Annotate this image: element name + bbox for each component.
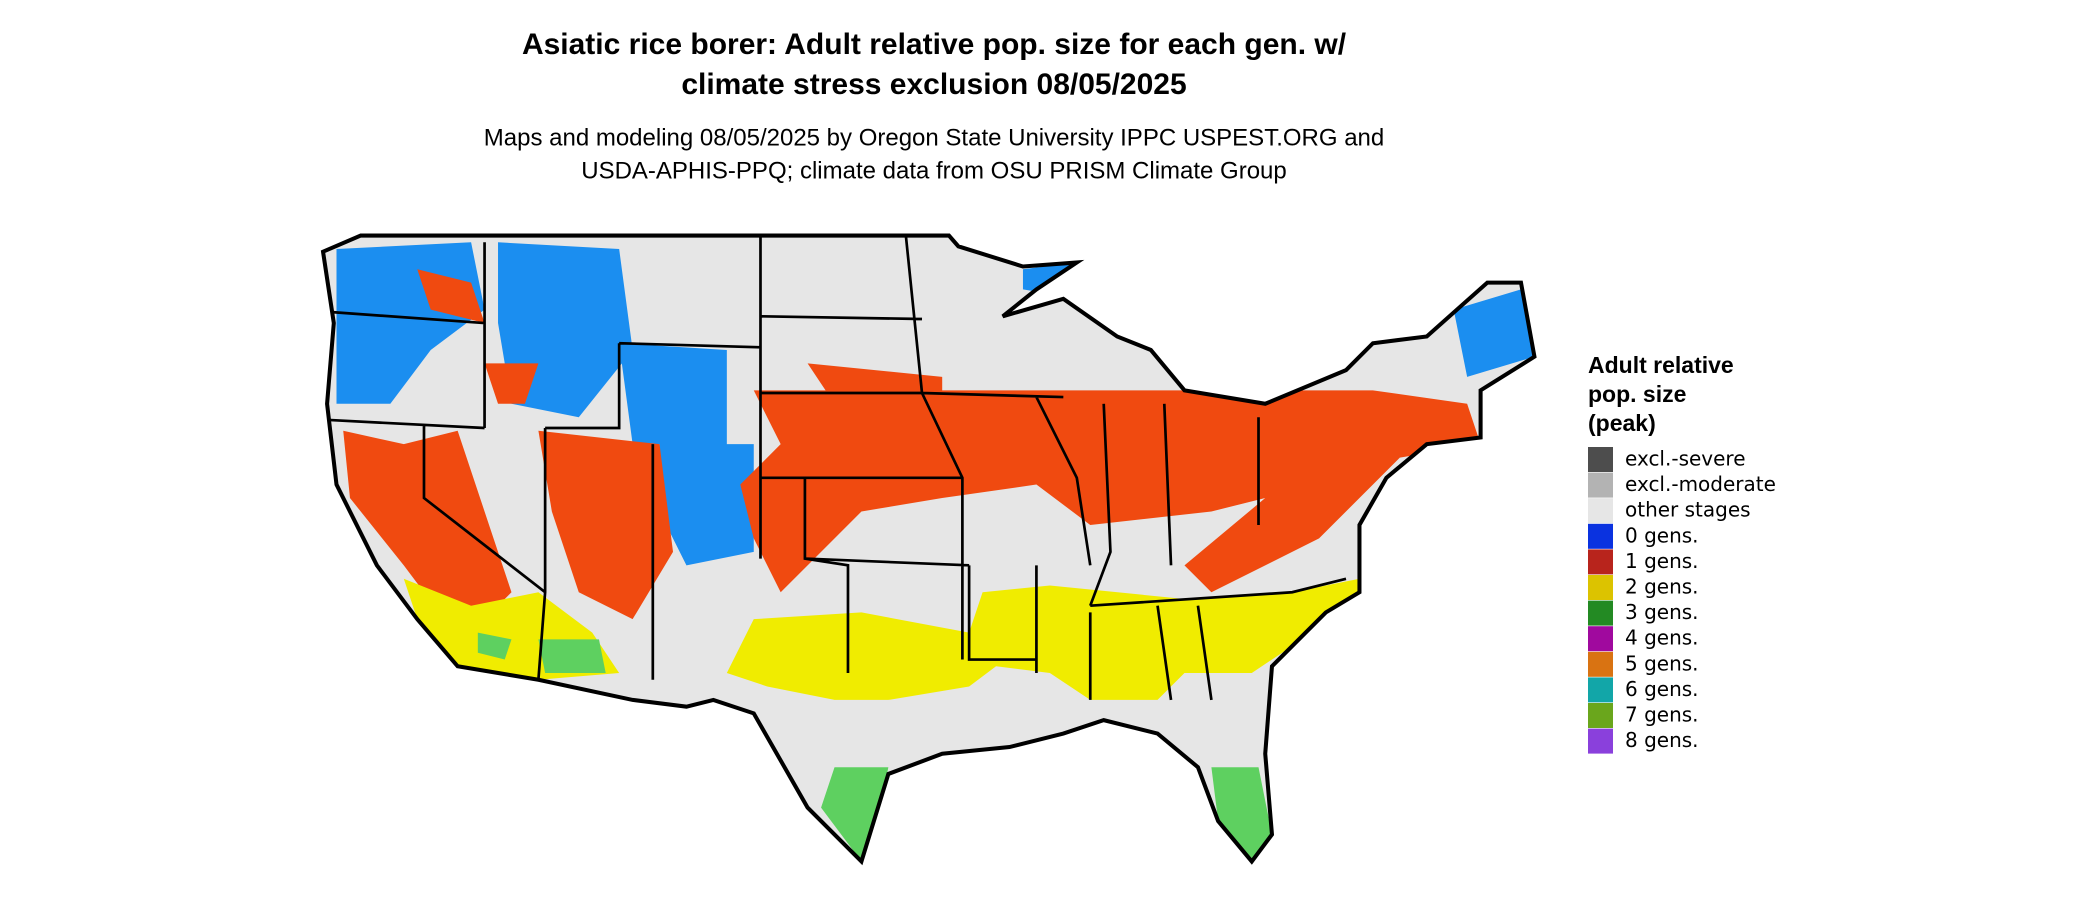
legend-title: (peak) [1588, 410, 1656, 436]
legend-label: 3 gens. [1625, 600, 1699, 624]
legend-label: 1 gens. [1625, 549, 1699, 573]
state-boundaries [320, 233, 1537, 866]
legend-label: 8 gens. [1625, 728, 1699, 752]
title-line: Asiatic rice borer: Adult relative pop. … [522, 28, 1347, 61]
legend-swatch [1588, 703, 1613, 728]
legend-label: 2 gens. [1625, 575, 1699, 599]
legend-swatch [1588, 523, 1613, 549]
legend-swatch [1588, 498, 1613, 524]
legend-swatch [1588, 626, 1613, 652]
legend-title: pop. size [1588, 381, 1686, 407]
legend-swatch [1588, 575, 1613, 600]
subtitle-line: USDA-APHIS-PPQ; climate data from OSU PR… [581, 157, 1287, 184]
legend-swatch [1588, 600, 1613, 626]
title-line: climate stress exclusion 08/05/2025 [681, 68, 1186, 101]
legend-title: Adult relative [1588, 352, 1734, 378]
us-map [320, 233, 1537, 866]
legend-label: 4 gens. [1625, 626, 1699, 650]
subtitle-line: Maps and modeling 08/05/2025 by Oregon S… [484, 124, 1384, 151]
legend-swatch [1588, 549, 1613, 575]
legend-label: excl.-severe [1625, 447, 1746, 471]
legend-swatch [1588, 728, 1613, 754]
legend-swatch [1588, 677, 1613, 703]
legend-swatch [1588, 472, 1613, 498]
legend-label: excl.-moderate [1625, 472, 1776, 496]
legend-label: 5 gens. [1625, 651, 1699, 675]
legend-label: 0 gens. [1625, 523, 1699, 547]
legend-label: 6 gens. [1625, 677, 1699, 701]
legend-label: 7 gens. [1625, 703, 1699, 727]
legend-swatch [1588, 651, 1613, 677]
legend-swatch [1588, 447, 1613, 472]
legend-label: other stages [1625, 498, 1751, 522]
